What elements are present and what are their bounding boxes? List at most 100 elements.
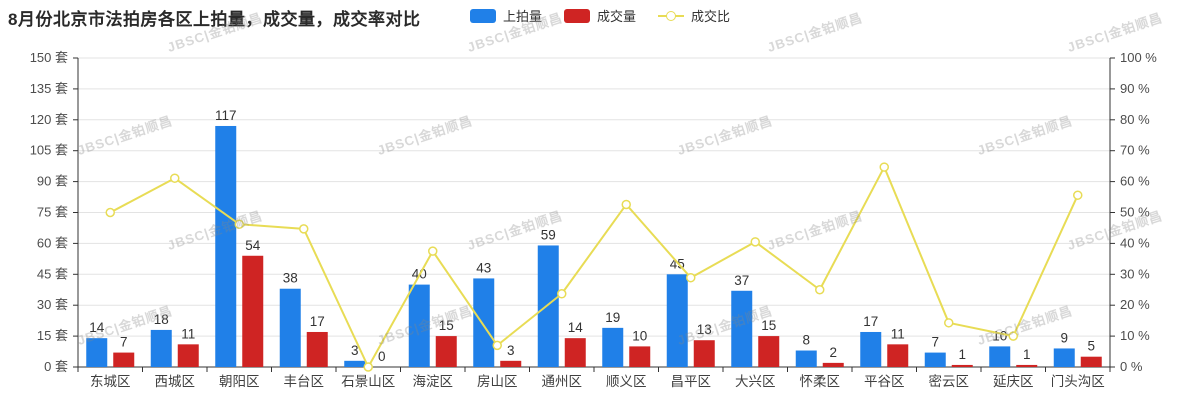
bar-value-label: 19 (605, 310, 620, 325)
bar-value-label: 7 (931, 335, 939, 350)
rate-line-marker (557, 289, 567, 299)
right-axis-tick-label: 10 % (1120, 328, 1150, 343)
line-swatch-icon (658, 9, 684, 23)
x-axis-label: 房山区 (477, 374, 518, 389)
legend-item-label: 成交量 (596, 9, 636, 24)
bar-value-label: 14 (568, 320, 584, 335)
legend-item-1[interactable]: 成交量 (563, 6, 636, 25)
legend-item-0[interactable]: 上拍量 (469, 6, 542, 25)
bar-listed (1053, 348, 1075, 367)
rate-line-marker (750, 237, 760, 247)
bar-value-label: 7 (120, 335, 128, 350)
bar-value-label: 38 (283, 271, 298, 286)
rate-line-marker (815, 285, 825, 295)
bar-listed (602, 327, 624, 367)
bar-listed (215, 125, 237, 367)
bar-sold (564, 338, 586, 367)
bar-value-label: 9 (1060, 330, 1068, 345)
x-axis-label: 朝阳区 (219, 374, 260, 389)
bar-listed (860, 331, 882, 367)
bar-value-label: 2 (829, 345, 837, 360)
bar-listed (408, 284, 430, 367)
x-axis-label: 石景山区 (341, 374, 395, 389)
left-axis-tick-label: 60 套 (37, 235, 68, 250)
left-axis-tick-label: 15 套 (37, 328, 68, 343)
bar-value-label: 0 (378, 349, 386, 364)
legend: 上拍量 成交量 成交比 (0, 6, 1200, 25)
bar-sold (435, 336, 457, 367)
bar-sold (306, 331, 328, 367)
bar-listed (473, 278, 495, 367)
x-axis-label: 怀柔区 (800, 374, 841, 389)
left-axis-tick-label: 105 套 (30, 143, 68, 158)
left-axis-tick-label: 120 套 (30, 112, 68, 127)
x-axis-label: 大兴区 (735, 374, 776, 389)
rate-line-marker (428, 246, 438, 256)
right-axis-tick-label: 20 % (1120, 297, 1150, 312)
left-axis-tick-label: 75 套 (37, 205, 68, 220)
left-axis-tick-label: 45 套 (37, 266, 68, 281)
bar-sold (242, 255, 264, 367)
bar-listed (924, 352, 946, 367)
bar-value-label: 17 (310, 314, 325, 329)
right-axis-tick-label: 50 % (1120, 205, 1150, 220)
x-axis-label: 东城区 (90, 374, 131, 389)
rate-line-marker (170, 173, 180, 183)
legend-item-label: 上拍量 (502, 9, 542, 24)
right-axis-tick-label: 70 % (1120, 143, 1150, 158)
rate-line-marker (1073, 190, 1083, 200)
bar-sold (1016, 364, 1038, 367)
bar-swatch-icon (469, 8, 496, 23)
bar-sold (177, 344, 199, 367)
x-axis-label: 丰台区 (284, 374, 325, 389)
x-axis-label: 西城区 (155, 374, 196, 389)
bar-swatch-icon (563, 8, 590, 23)
x-axis-label: 昌平区 (671, 374, 712, 389)
bar-listed (795, 350, 817, 367)
rate-line-marker (299, 224, 309, 234)
right-axis-tick-label: 30 % (1120, 266, 1150, 281)
rate-line-marker (363, 362, 373, 372)
bar-value-label: 8 (802, 333, 810, 348)
rate-line-marker (105, 207, 115, 218)
bar-value-label: 18 (154, 312, 169, 327)
rate-line-marker (686, 272, 696, 283)
bar-value-label: 5 (1087, 339, 1095, 354)
rate-line (109, 166, 1079, 368)
x-axis-label: 顺义区 (606, 374, 647, 389)
bar-value-label: 1 (958, 347, 966, 362)
rate-line-marker (944, 318, 954, 328)
bar-value-label: 14 (89, 320, 105, 335)
legend-item-label: 成交比 (691, 9, 731, 24)
rate-line-marker (492, 340, 502, 351)
bar-sold (500, 360, 522, 367)
right-axis-tick-label: 0 % (1120, 359, 1143, 374)
bar-value-label: 13 (697, 322, 712, 337)
bar-listed (344, 360, 366, 367)
bar-sold (887, 344, 909, 367)
bar-listed (86, 338, 108, 367)
bar-value-label: 17 (863, 314, 878, 329)
legend-item-2[interactable]: 成交比 (658, 6, 730, 25)
rate-line-marker (879, 162, 889, 172)
left-axis-tick-label: 30 套 (37, 297, 68, 312)
x-axis-label: 海淀区 (413, 374, 454, 389)
bar-sold (758, 336, 780, 367)
rate-line-marker (621, 199, 631, 210)
right-axis-tick-label: 80 % (1120, 112, 1150, 127)
chart-title: 8月份北京市法拍房各区上拍量，成交量，成交率对比 (8, 10, 421, 29)
rate-line-marker (1008, 331, 1018, 341)
bar-sold (693, 340, 715, 367)
bar-listed (537, 245, 559, 367)
bar-listed (150, 329, 172, 367)
left-axis-tick-label: 135 套 (30, 81, 68, 96)
bar-value-label: 3 (507, 343, 515, 358)
bar-listed (731, 290, 753, 367)
bar-value-label: 1 (1023, 347, 1031, 362)
rate-line-marker (234, 219, 244, 229)
bar-value-label: 117 (215, 108, 237, 123)
bar-sold (113, 352, 135, 367)
bar-listed (666, 274, 688, 367)
